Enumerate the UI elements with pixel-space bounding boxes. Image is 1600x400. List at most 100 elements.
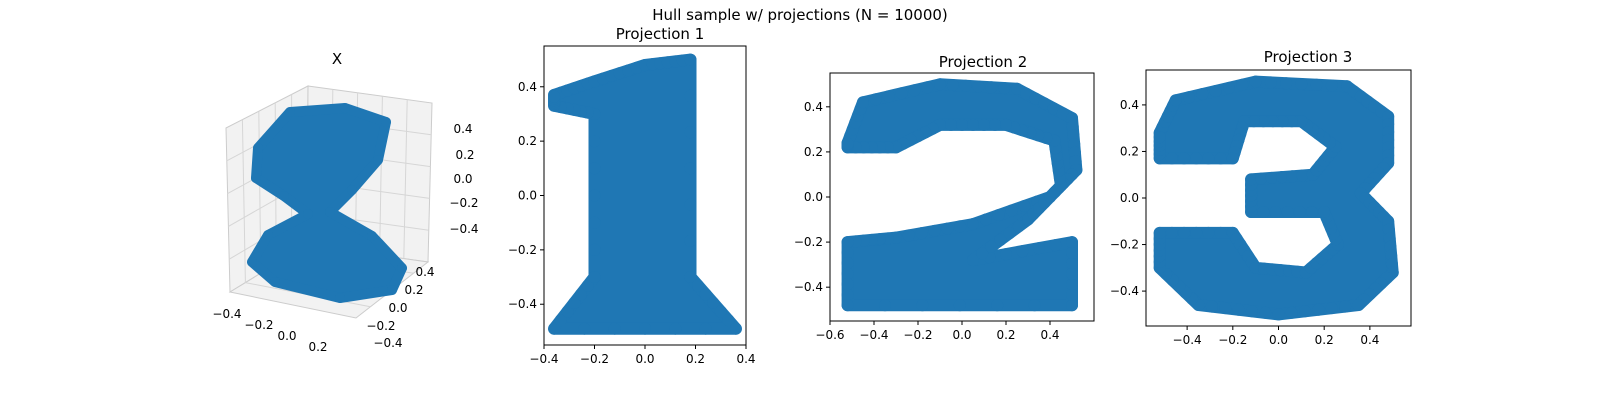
scatter-point (1255, 172, 1268, 185)
y-tick-label: 0.2 (804, 145, 823, 159)
scatter-point (1257, 115, 1270, 128)
scatter-point (1005, 204, 1018, 217)
scatter-point (335, 293, 345, 303)
scatter-point (1202, 226, 1215, 239)
scatter-point (1325, 302, 1338, 315)
scatter-point (581, 279, 594, 292)
scatter-point (707, 296, 720, 309)
scatter-point (1016, 245, 1029, 258)
x-tick-label: 0.2 (308, 340, 327, 354)
scatter-point (285, 107, 295, 117)
projection-3-title: Projection 3 (1264, 48, 1352, 66)
scatter-point (1153, 131, 1166, 144)
scatter-point (1000, 248, 1012, 261)
scatter-point (967, 118, 979, 131)
scatter-point (841, 288, 854, 301)
scatter-point (397, 263, 407, 273)
scatter-point (722, 314, 735, 327)
scatter-point (1066, 246, 1078, 259)
figure-suptitle: Hull sample w/ projections (N = 10000) (652, 6, 948, 24)
y-tick-label: 0.4 (1120, 98, 1139, 112)
x-tick-label: −0.4 (859, 328, 888, 342)
x-tick-label: −0.2 (1218, 333, 1247, 347)
scatter-point (588, 162, 601, 175)
scatter-point (1286, 170, 1299, 183)
scatter-point (263, 230, 273, 240)
grid-line (241, 119, 246, 283)
scatter-point (1285, 306, 1298, 319)
scatter-point (1352, 299, 1365, 312)
y-tick-label: 0.4 (804, 100, 823, 114)
scatter-point (1190, 226, 1203, 239)
y-tick-label: −0.4 (508, 297, 537, 311)
scatter-point (1169, 94, 1182, 107)
scatter-point (992, 209, 1005, 222)
scatter-point (325, 207, 335, 217)
scatter-point (714, 305, 727, 318)
scatter-point (347, 185, 357, 195)
scatter-point (1318, 205, 1331, 218)
scatter-point (588, 216, 601, 229)
projection-1-title: Projection 1 (616, 25, 704, 43)
scatter-point (561, 305, 574, 318)
scatter-point (902, 229, 915, 242)
scatter-point (1214, 226, 1227, 239)
scatter-point (303, 209, 313, 219)
scatter-series (841, 78, 1083, 312)
grid-line (403, 99, 408, 259)
scatter-point (381, 117, 391, 127)
scatter-point (1339, 300, 1352, 313)
axes-3d-title: X (332, 50, 342, 68)
scatter-point (684, 53, 697, 66)
scatter-point (916, 299, 929, 312)
x-tick-label: −0.4 (529, 352, 558, 366)
scatter-point (608, 322, 621, 335)
scatter-point (841, 236, 854, 249)
scatter-point (270, 277, 280, 287)
scatter-point (1214, 152, 1227, 165)
scatter-point (578, 322, 591, 335)
scatter-point (1265, 171, 1278, 184)
scatter-point (1068, 146, 1081, 159)
scatter-series (1153, 75, 1399, 321)
y-tick-label: 0.0 (388, 301, 407, 315)
scatter-point (1049, 239, 1062, 252)
scatter-point (1202, 152, 1215, 165)
scatter-point (967, 218, 979, 231)
y-tick-label: 0.0 (1120, 191, 1139, 205)
scatter-point (921, 81, 934, 94)
scatter-point (959, 79, 972, 92)
scatter-point (588, 243, 601, 256)
scatter-point (1306, 205, 1319, 218)
scatter-point (1209, 84, 1222, 97)
scatter-point (1275, 171, 1288, 184)
scatter-point (1165, 226, 1178, 239)
scatter-point (985, 240, 998, 253)
scatter-point (1257, 205, 1270, 218)
x-tick-label: −0.2 (903, 328, 932, 342)
scatter-point (928, 224, 941, 237)
scatter-point (882, 90, 895, 103)
scatter-point (1066, 288, 1078, 301)
scatter-series (548, 53, 742, 335)
scatter-point (1264, 76, 1277, 89)
y-tick-label: −0.4 (373, 336, 402, 350)
projection-2-title: Projection 2 (939, 53, 1027, 71)
axes-3d: X −0.4−0.20.00.2 −0.4−0.20.00.20.4−0.4−0.… (212, 50, 478, 354)
scatter-point (1066, 236, 1078, 249)
scatter-point (841, 278, 854, 291)
scatter-point (841, 137, 854, 150)
z-tick-label: 0.2 (455, 148, 474, 162)
x-tick-label: 0.4 (1360, 333, 1379, 347)
scatter-point (972, 80, 985, 93)
y-tick-label: −0.2 (366, 319, 395, 333)
scatter-point (548, 322, 561, 335)
x-tick-label: −0.4 (212, 307, 241, 321)
scatter-point (1066, 120, 1079, 133)
scatter-point (1178, 226, 1191, 239)
scatter-point (979, 213, 992, 226)
scatter-point (976, 247, 989, 260)
x-tick-label: −0.2 (580, 352, 609, 366)
scatter-point (1245, 305, 1258, 318)
